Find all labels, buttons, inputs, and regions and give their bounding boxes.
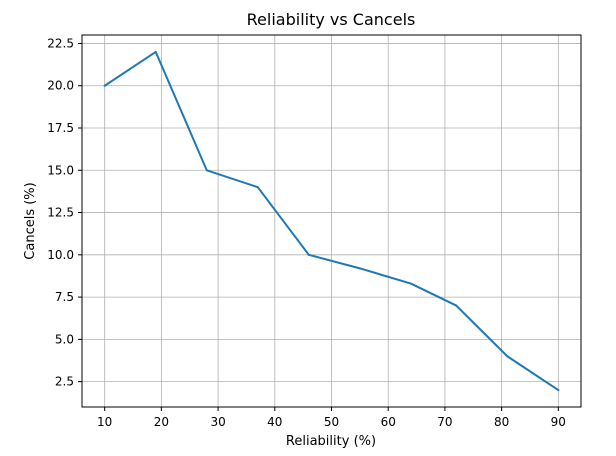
x-axis-label: Reliability (%)	[286, 434, 376, 449]
x-tick-label: 30	[210, 415, 225, 429]
plot-frame	[81, 34, 582, 408]
data-point	[154, 50, 157, 53]
data-point	[455, 304, 458, 307]
y-tick-label: 10.0	[47, 248, 74, 262]
y-tick-label: 12.5	[47, 206, 74, 220]
x-tick-label: 20	[154, 415, 169, 429]
y-tick-label: 20.0	[47, 79, 74, 93]
data-point	[506, 355, 509, 358]
y-tick-label: 5.0	[55, 332, 74, 346]
data-point	[358, 267, 361, 270]
data-point	[205, 169, 208, 172]
y-tick-label: 2.5	[55, 375, 74, 389]
y-tick-label: 22.5	[47, 36, 74, 50]
series	[103, 50, 560, 392]
axis-ticks: 10 20 30 40 50 60 70 80 90 2.5 5.0 7.5 10.0 12.5 15.0 1…	[47, 36, 566, 429]
chart-title: Reliability vs Cancels	[247, 10, 416, 29]
x-tick-label: 10	[97, 415, 112, 429]
data-point	[103, 84, 106, 87]
y-tick-label: 17.5	[47, 121, 74, 135]
data-point	[307, 253, 310, 256]
x-tick-label: 80	[494, 415, 509, 429]
data-point	[557, 389, 560, 392]
x-tick-label: 60	[381, 415, 396, 429]
x-tick-label: 90	[551, 415, 566, 429]
x-tick-label: 50	[324, 415, 339, 429]
x-tick-label: 40	[267, 415, 282, 429]
y-axis-label: Cancels (%)	[23, 182, 38, 259]
series-line	[103, 50, 560, 392]
y-tick-label: 15.0	[47, 163, 74, 177]
grid	[82, 35, 581, 407]
x-tick-label: 70	[437, 415, 452, 429]
data-point	[409, 282, 412, 285]
data-point	[256, 186, 259, 189]
y-tick-label: 7.5	[55, 290, 74, 304]
